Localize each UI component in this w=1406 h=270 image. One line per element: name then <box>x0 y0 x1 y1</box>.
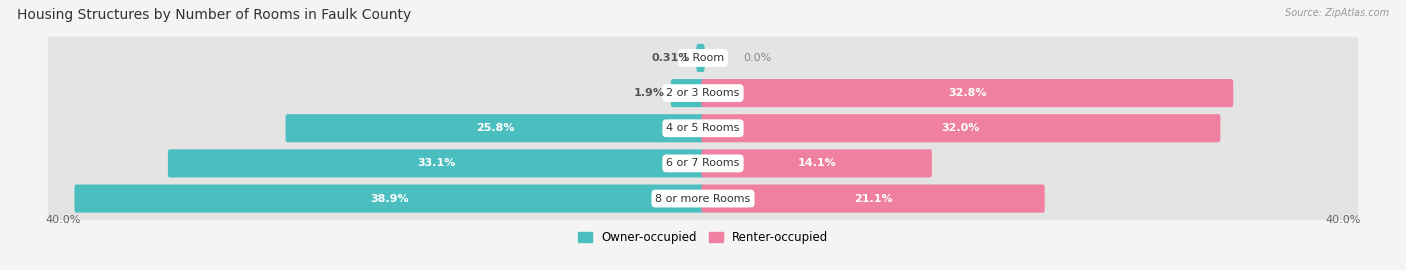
FancyBboxPatch shape <box>167 149 704 177</box>
FancyBboxPatch shape <box>48 107 1358 150</box>
Text: Source: ZipAtlas.com: Source: ZipAtlas.com <box>1285 8 1389 18</box>
Text: 1 Room: 1 Room <box>682 53 724 63</box>
Text: 40.0%: 40.0% <box>45 215 80 225</box>
FancyBboxPatch shape <box>48 72 1358 114</box>
FancyBboxPatch shape <box>702 184 1045 212</box>
Text: 14.1%: 14.1% <box>797 158 837 168</box>
FancyBboxPatch shape <box>285 114 704 142</box>
Text: 2 or 3 Rooms: 2 or 3 Rooms <box>666 88 740 98</box>
FancyBboxPatch shape <box>671 79 704 107</box>
Text: 6 or 7 Rooms: 6 or 7 Rooms <box>666 158 740 168</box>
Legend: Owner-occupied, Renter-occupied: Owner-occupied, Renter-occupied <box>572 227 834 249</box>
Text: 33.1%: 33.1% <box>418 158 456 168</box>
Text: 21.1%: 21.1% <box>853 194 893 204</box>
FancyBboxPatch shape <box>702 114 1220 142</box>
FancyBboxPatch shape <box>48 142 1358 185</box>
FancyBboxPatch shape <box>702 149 932 177</box>
FancyBboxPatch shape <box>696 44 704 72</box>
Text: Housing Structures by Number of Rooms in Faulk County: Housing Structures by Number of Rooms in… <box>17 8 411 22</box>
Text: 8 or more Rooms: 8 or more Rooms <box>655 194 751 204</box>
Text: 40.0%: 40.0% <box>1326 215 1361 225</box>
Text: 38.9%: 38.9% <box>370 194 409 204</box>
FancyBboxPatch shape <box>48 36 1358 79</box>
Text: 0.0%: 0.0% <box>744 53 772 63</box>
Text: 1.9%: 1.9% <box>633 88 664 98</box>
Text: 0.31%: 0.31% <box>651 53 690 63</box>
FancyBboxPatch shape <box>702 79 1233 107</box>
Text: 25.8%: 25.8% <box>475 123 515 133</box>
FancyBboxPatch shape <box>75 184 704 212</box>
Text: 32.8%: 32.8% <box>948 88 987 98</box>
Text: 4 or 5 Rooms: 4 or 5 Rooms <box>666 123 740 133</box>
FancyBboxPatch shape <box>48 177 1358 220</box>
Text: 32.0%: 32.0% <box>942 123 980 133</box>
